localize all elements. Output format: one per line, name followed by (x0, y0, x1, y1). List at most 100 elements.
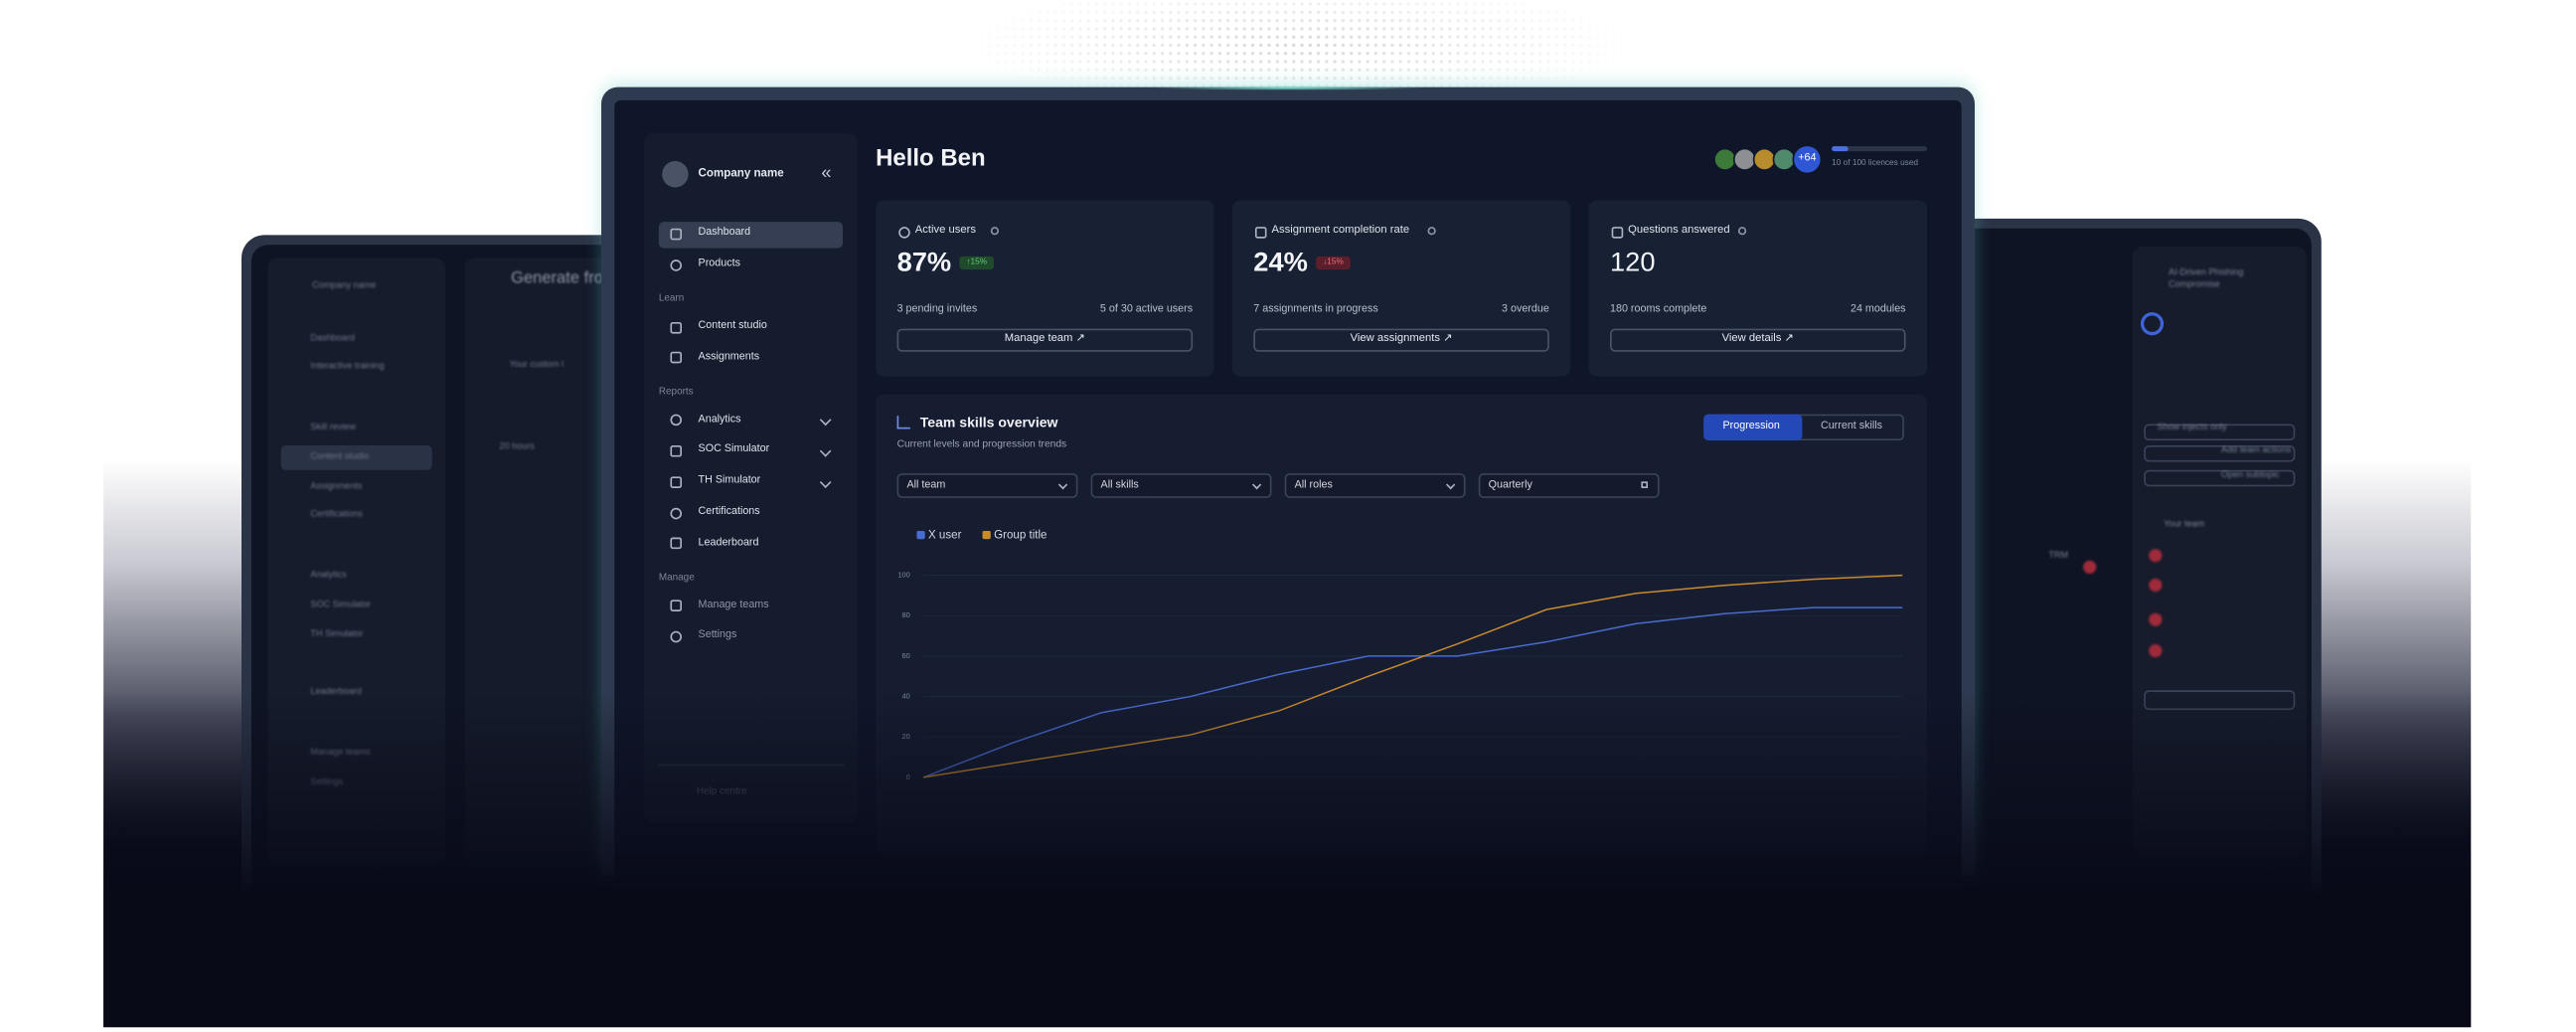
left-screen-text: TH Simulator (310, 629, 364, 640)
right-screen-text: Show injects only (2157, 423, 2227, 433)
filter-dropdown[interactable] (1090, 473, 1272, 498)
company-avatar (662, 160, 689, 188)
nav-icon (669, 444, 682, 457)
nav-item[interactable]: Products (698, 258, 740, 269)
left-screen-text: SOC Simulator (310, 600, 372, 610)
left-screen-text: Your custom l (509, 360, 564, 371)
right-screen-text: Add team actions (2220, 445, 2292, 456)
nav-icon (669, 258, 682, 270)
filter-label[interactable]: All skills (1100, 478, 1139, 491)
collapse-button[interactable]: « (821, 163, 832, 184)
info-icon (990, 227, 1000, 236)
nav-active (658, 222, 844, 249)
card-button-label[interactable]: View assignments ↗ (1350, 332, 1453, 345)
left-screen-text: Interactive training (310, 362, 385, 373)
nav-item[interactable]: Assignments (698, 351, 760, 363)
card-badge: ↓15% (1323, 257, 1344, 267)
card-button[interactable] (896, 328, 1194, 352)
card-value: 120 (1609, 248, 1656, 277)
nav-icon (669, 506, 682, 519)
nav-item[interactable]: Content studio (698, 319, 767, 332)
right-panel-row (2144, 469, 2296, 487)
card-left: 180 rooms complete (1609, 303, 1707, 315)
nav-icon (669, 352, 682, 364)
nav-icon (669, 630, 682, 643)
card-title: Active users (914, 224, 976, 237)
licence-track (1832, 146, 1928, 152)
y-tick-label: 100 (897, 571, 909, 580)
nav-icon (897, 226, 909, 238)
nav-item[interactable]: Manage teams (698, 599, 769, 610)
right-screen-text: Open subtopic (2220, 470, 2280, 481)
nav-item[interactable]: SOC Simulator (698, 443, 770, 456)
y-tick-label: 60 (902, 651, 910, 660)
left-screen-text: Assignments (310, 481, 363, 492)
filter-label[interactable]: All roles (1294, 478, 1333, 491)
nav-item[interactable]: Leaderboard (698, 536, 759, 549)
left-screen-text: 20 hours (499, 442, 535, 453)
info-icon (1427, 227, 1436, 236)
team-avatar (2149, 549, 2163, 563)
left-screen-text: Company name (312, 281, 377, 292)
avatar-more (1792, 144, 1823, 175)
left-highlight (280, 444, 432, 470)
card-badge: ↑15% (966, 257, 988, 267)
team-avatar (2149, 578, 2163, 593)
left-screen-text: Generate fro (511, 269, 603, 288)
nav-item[interactable]: Certifications (698, 505, 760, 518)
right-screen-text: Your team (2164, 519, 2205, 530)
team-avatar (2149, 612, 2163, 626)
company-name: Company name (698, 168, 784, 181)
left-screen-text: Dashboard (310, 333, 355, 344)
section-heading: Manage (658, 573, 695, 584)
nav-icon (669, 227, 682, 240)
licence-text: 10 of 100 licences used (1832, 158, 1919, 169)
right-screen-text: AI-Driven Phishing Compromise (2169, 268, 2244, 289)
badge-bg (1316, 256, 1351, 270)
section-heading: Learn (658, 293, 685, 304)
y-tick-label: 80 (902, 610, 910, 619)
card-button-label[interactable]: Manage team ↗ (1004, 332, 1085, 345)
nav-item[interactable]: Settings (698, 629, 737, 641)
nav-icon (669, 600, 682, 612)
nav-item[interactable]: TH Simulator (698, 474, 761, 487)
right-panel-row (2144, 444, 2296, 462)
info-icon (1737, 227, 1747, 236)
stat-card (1231, 200, 1571, 377)
filter-dropdown[interactable] (1284, 473, 1466, 498)
team-avatar (2149, 643, 2163, 658)
filter-dropdown[interactable] (896, 473, 1078, 498)
card-button[interactable] (1609, 328, 1906, 352)
card-right: 24 modules (1850, 303, 1906, 315)
timer-ring (2140, 312, 2165, 336)
card-right: 3 overdue (1502, 303, 1549, 315)
card-left: 7 assignments in progress (1253, 303, 1378, 315)
nav-icon (1254, 226, 1266, 238)
nav-item[interactable]: Analytics (698, 413, 741, 426)
legend-swatch (982, 530, 991, 539)
card-button[interactable] (1253, 328, 1549, 352)
avatar-more-count: +64 (1798, 152, 1817, 164)
nav-icon (669, 414, 682, 427)
filter-dropdown[interactable] (1478, 473, 1660, 498)
greeting: Hello Ben (876, 145, 986, 173)
card-title: Assignment completion rate (1271, 224, 1410, 237)
filter-label[interactable]: All team (906, 478, 946, 491)
frame-glow (1150, 85, 1430, 90)
card-right: 5 of 30 active users (1099, 303, 1194, 315)
right-screen-text: TRM (2048, 551, 2069, 562)
chart-icon (896, 416, 910, 430)
legend-label: X user (927, 529, 962, 541)
filter-label[interactable]: Quarterly (1488, 478, 1532, 491)
toggle-option[interactable]: Current skills (1820, 420, 1883, 432)
card-title: Questions answered (1628, 224, 1730, 237)
toggle-active[interactable] (1703, 414, 1803, 441)
card-button-label[interactable]: View details ↗ (1721, 332, 1794, 345)
nav-item[interactable]: Dashboard (698, 226, 751, 239)
legend-swatch (916, 530, 925, 539)
toggle-option[interactable]: Progression (1722, 420, 1780, 432)
bottom-fade (103, 690, 2472, 1028)
stat-card (1588, 200, 1928, 377)
